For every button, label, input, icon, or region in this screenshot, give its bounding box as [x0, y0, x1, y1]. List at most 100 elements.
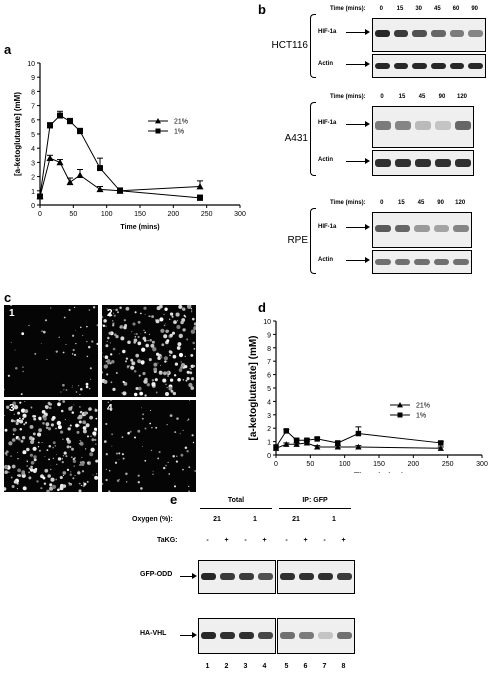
speckle [174, 362, 179, 366]
speckle [141, 347, 146, 352]
speckle [78, 443, 81, 445]
speckle [187, 485, 190, 488]
time-point-label: 15 [396, 6, 404, 12]
y-tick-label: 2 [267, 426, 271, 433]
speckle [32, 415, 35, 418]
speckle [80, 440, 82, 442]
speckle [85, 423, 90, 428]
cell-line-label: A431 [284, 133, 308, 144]
speckle [95, 476, 97, 479]
protein-band [239, 573, 254, 581]
panel-e-letter: e [170, 492, 178, 507]
speckle [48, 458, 50, 461]
speckle [109, 362, 112, 365]
speckle [26, 459, 28, 461]
speckle [128, 365, 130, 367]
speckle [132, 322, 136, 326]
speckle [96, 324, 98, 327]
blot-image [198, 560, 276, 594]
y-tick-label: 8 [31, 89, 35, 96]
speckle [155, 426, 158, 429]
speckle [173, 374, 177, 377]
oxygen-value: 1 [332, 516, 336, 523]
speckle [107, 336, 110, 340]
speckle [30, 465, 33, 469]
speckle [26, 447, 30, 452]
speckle [28, 436, 33, 441]
speckle [138, 322, 140, 324]
speckle [55, 427, 57, 430]
lane-number: 1 [205, 663, 210, 670]
hif-band [395, 121, 411, 130]
y-tick-label: 7 [267, 359, 271, 366]
speckle [176, 346, 181, 350]
brace-icon [310, 208, 316, 274]
speckle [152, 470, 154, 472]
legend-marker-triangle [397, 402, 403, 408]
y-tick-label: 9 [31, 75, 35, 82]
data-point-triangle [283, 441, 290, 447]
arrowhead-icon [192, 573, 197, 579]
time-label: Time (mins): [330, 6, 366, 12]
speckle [109, 342, 111, 344]
speckle [154, 378, 158, 382]
speckle [130, 365, 135, 370]
speckle [18, 474, 21, 478]
arrowhead-icon [365, 157, 370, 164]
speckle [112, 322, 115, 325]
speckle [127, 340, 131, 345]
speckle [79, 439, 81, 441]
speckle [102, 315, 104, 319]
speckle [122, 349, 126, 354]
speckle [62, 351, 65, 354]
speckle [95, 417, 98, 420]
speckle [43, 417, 47, 421]
speckle [142, 413, 145, 416]
arrowhead-icon [365, 60, 370, 67]
speckle [86, 480, 89, 483]
speckle [50, 404, 52, 406]
data-point-square [57, 112, 63, 119]
speckle [122, 391, 127, 396]
speckle [40, 487, 43, 490]
image-number: 2 [107, 308, 113, 319]
time-label: Time (mins): [330, 200, 366, 206]
protein-band [201, 573, 216, 581]
speckle [191, 317, 195, 321]
speckle [125, 357, 129, 360]
data-point-triangle [96, 185, 104, 193]
speckle [140, 333, 142, 335]
speckle [168, 473, 170, 475]
speckle [142, 445, 144, 447]
lane-number: 6 [303, 663, 308, 670]
speckle [11, 485, 15, 488]
speckle [66, 437, 70, 441]
speckle [192, 441, 195, 444]
speckle [109, 470, 111, 472]
time-point-label: 0 [380, 200, 384, 206]
speckle [71, 406, 73, 408]
speckle [65, 455, 68, 458]
data-point-square [67, 118, 73, 125]
data-point-triangle [66, 178, 74, 186]
speckle [10, 455, 12, 457]
time-point-label: 15 [398, 94, 406, 100]
speckle [79, 464, 81, 466]
speckle [21, 436, 26, 440]
group-divider [279, 508, 351, 509]
data-point-square [314, 436, 320, 442]
speckle [115, 334, 119, 339]
speckle [21, 470, 26, 474]
speckle [169, 318, 171, 320]
speckle [14, 438, 16, 440]
speckle [73, 353, 77, 356]
data-point-triangle [56, 158, 64, 166]
legend-marker-triangle [155, 118, 161, 124]
speckle [140, 360, 145, 365]
speckle [15, 367, 18, 370]
speckle [90, 447, 95, 452]
speckle [130, 358, 134, 362]
speckle [137, 386, 142, 391]
speckle [105, 325, 107, 328]
time-point-label: 45 [418, 94, 426, 100]
